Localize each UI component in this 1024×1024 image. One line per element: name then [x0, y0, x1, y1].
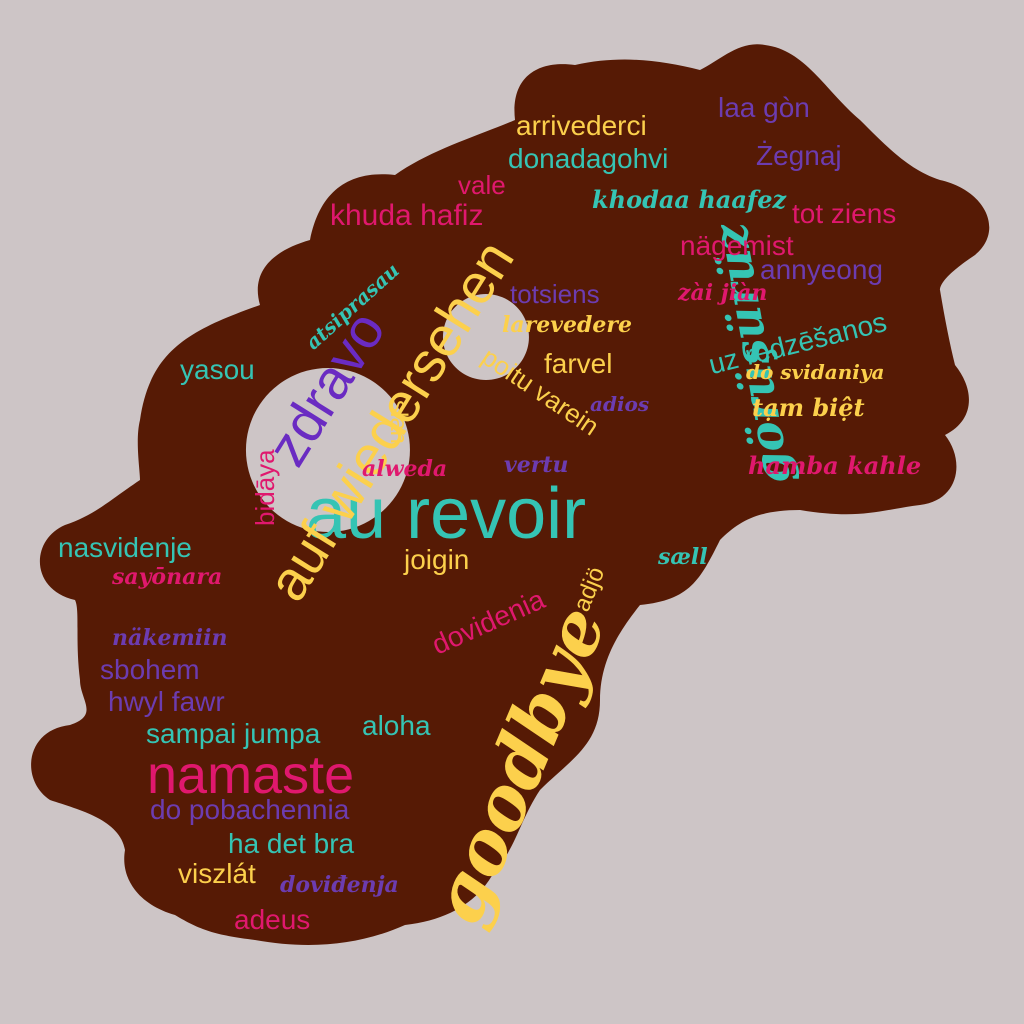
word-saell: sæll	[658, 544, 708, 570]
word-larevedere: larevedere	[502, 312, 632, 338]
word-nakemiin: näkemiin	[112, 625, 228, 651]
word-hamba-kahle: hamba kahle	[748, 451, 922, 480]
word-tam-biet: tạm biệt	[752, 393, 865, 422]
word-ha-det-bra: ha det bra	[228, 828, 355, 859]
word-adeus: adeus	[234, 904, 311, 935]
word-aloha: aloha	[362, 710, 431, 741]
word-arrivederci: arrivederci	[516, 110, 647, 141]
word-tot-ziens: tot ziens	[792, 198, 897, 229]
word-namaste: namaste	[147, 745, 355, 805]
word-slan: slan	[385, 400, 412, 445]
word-yasou: yasou	[180, 354, 255, 385]
word-sayonara: sayōnara	[112, 564, 223, 590]
word-vale: vale	[458, 170, 506, 200]
word-alweda: alweda	[362, 456, 448, 482]
word-donadagohvi: donadagohvi	[508, 143, 669, 174]
word-vertu: vertu	[504, 452, 569, 478]
word-viszlat: viszlát	[178, 858, 256, 889]
word-nagemist: nägemist	[680, 230, 794, 261]
word-joigin: joigin	[404, 544, 470, 575]
word-adios: adios	[590, 392, 650, 416]
gear-shape	[31, 44, 990, 946]
word-au-revoir: au revoir	[306, 474, 587, 554]
word-sbohem: sbohem	[100, 654, 200, 685]
word-khuda-hafiz: khuda hafiz	[330, 199, 484, 232]
word-zegnaj: Żegnaj	[756, 140, 842, 171]
word-dovidenja: doviđenja	[280, 872, 399, 898]
word-nasvidenje: nasvidenje	[58, 532, 192, 563]
word-totsiens: totsiens	[510, 279, 600, 309]
word-hwyl-fawr: hwyl fawr	[108, 686, 225, 717]
word-khodaa-haafez: khodaa haafez	[592, 185, 787, 214]
word-do-svidaniya: do svidaniya	[746, 360, 885, 384]
word-laa-gon: laa gòn	[718, 92, 810, 123]
word-farvel: farvel	[544, 348, 613, 379]
word-sampai-jumpa: sampai jumpa	[146, 718, 321, 749]
word-bidaya: bidāya	[250, 449, 280, 526]
word-zai-jian: zài jiàn	[678, 280, 768, 306]
word-annyeong: annyeong	[760, 254, 884, 285]
word-do-pobachennia: do pobachennia	[150, 794, 350, 825]
